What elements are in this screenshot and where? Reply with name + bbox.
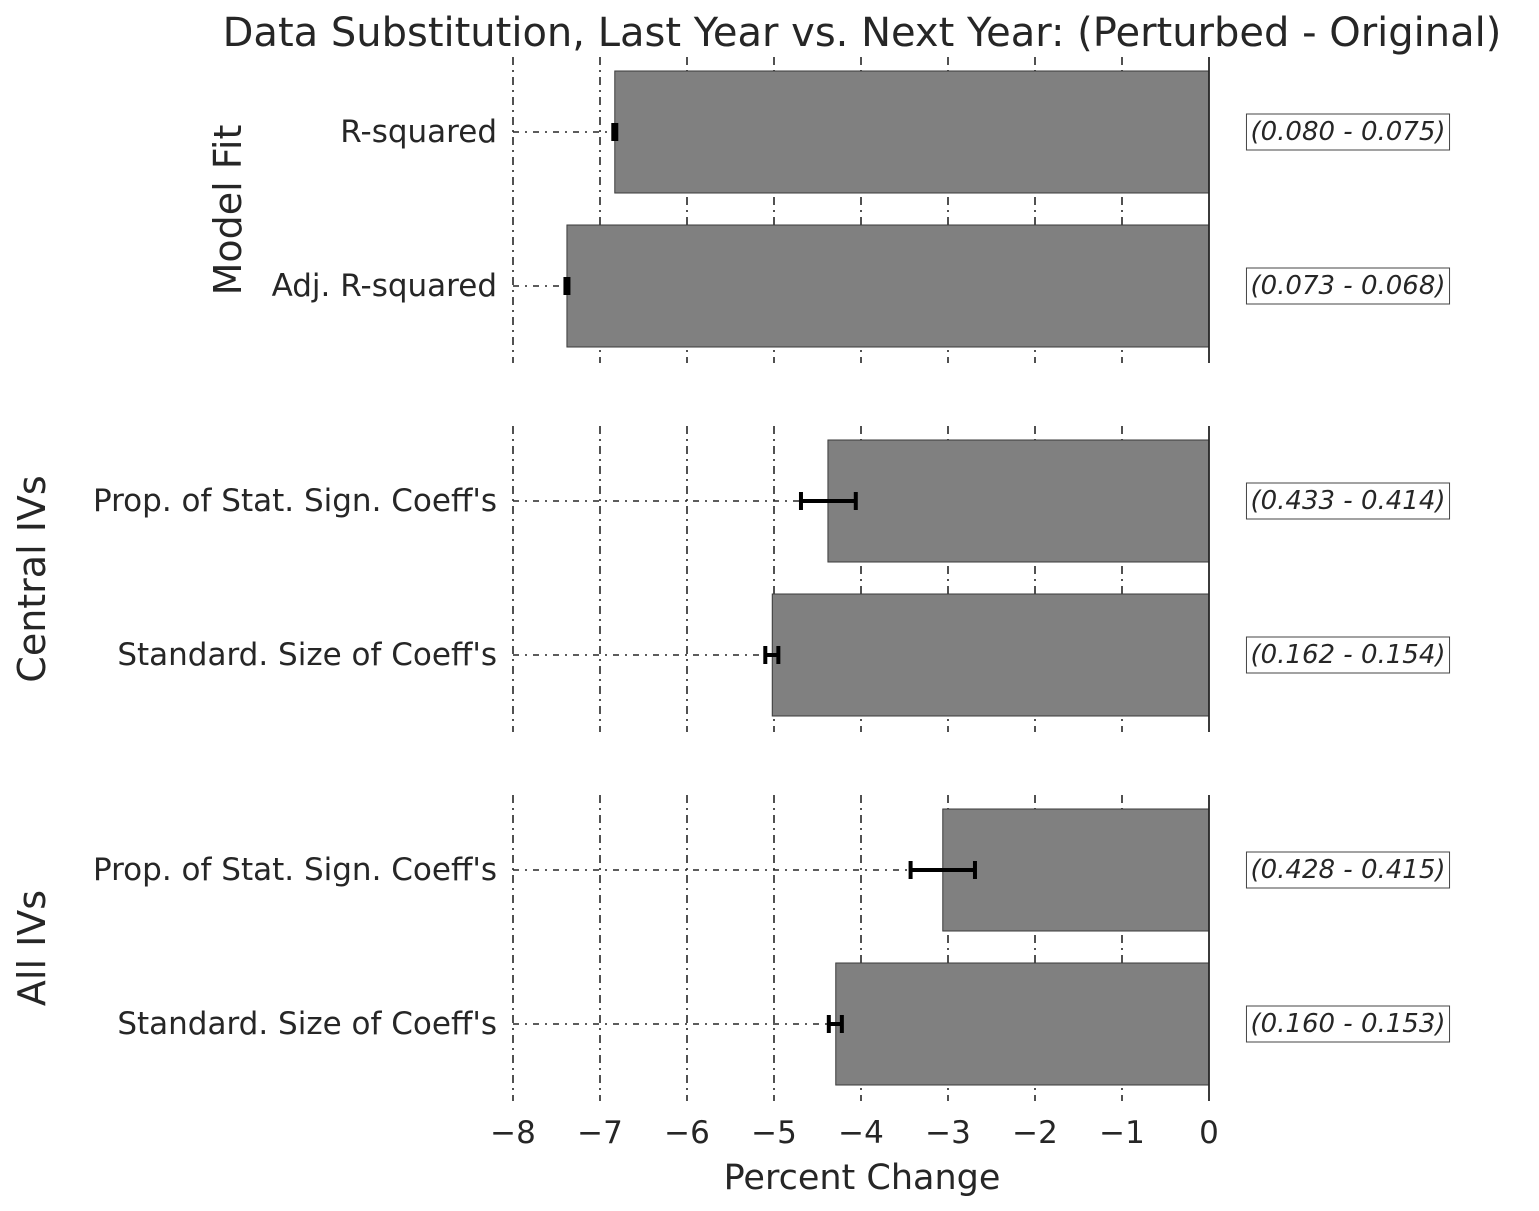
row: Standard. Size of Coeff's (0.160 - 0.153) — [117, 962, 1451, 1086]
x-axis-label: Percent Change — [724, 1158, 1001, 1198]
annotation-box — [1245, 482, 1451, 520]
row-label: Prop. of Stat. Sign. Coeff's — [93, 483, 497, 519]
group-label: All IVs — [10, 890, 54, 1006]
row: Standard. Size of Coeff's (0.162 - 0.154) — [117, 593, 1451, 717]
annotation-box — [1245, 636, 1451, 674]
panel-all-ivs: All IVs Prop. of Stat. Sign. Coeff's (0.42… — [10, 795, 1451, 1101]
group-label: Model Fit — [206, 125, 250, 296]
row-label: Prop. of Stat. Sign. Coeff's — [93, 852, 497, 888]
value-annotation: (0.160 - 0.153) — [1250, 1009, 1445, 1039]
value-annotation: (0.428 - 0.415) — [1250, 855, 1445, 885]
row: Adj. R-squared (0.073 - 0.068) — [272, 224, 1451, 348]
row: Prop. of Stat. Sign. Coeff's (0.428 - 0.4… — [93, 808, 1451, 932]
x-tick-label: −7 — [577, 1115, 623, 1151]
x-tick-label: −6 — [664, 1115, 710, 1151]
row-label: Standard. Size of Coeff's — [117, 637, 497, 673]
bar — [566, 224, 1210, 348]
value-annotation: (0.073 - 0.068) — [1250, 271, 1445, 301]
x-tick-label: −1 — [1099, 1115, 1145, 1151]
row-label: Adj. R-squared — [272, 268, 497, 304]
value-annotation: (0.162 - 0.154) — [1250, 640, 1445, 670]
value-annotation: (0.433 - 0.414) — [1250, 486, 1445, 516]
group-label: Central IVs — [10, 475, 54, 682]
annotation-box — [1245, 851, 1451, 889]
panel-model-fit: Model Fit R-squared (0.080 - 0.075) Adj. R-… — [206, 57, 1451, 363]
x-tick-label: −5 — [751, 1115, 797, 1151]
panels-layer: Model Fit R-squared (0.080 - 0.075) Adj. R-… — [10, 57, 1451, 1101]
panel-central-ivs: Central IVs Prop. of Stat. Sign. Coeff's (… — [10, 426, 1451, 732]
row-label: R-squared — [340, 114, 497, 150]
x-tick-label: −4 — [838, 1115, 884, 1151]
error-bar — [611, 123, 619, 141]
x-tick-label: −8 — [490, 1115, 536, 1151]
annotation-box — [1245, 267, 1451, 305]
x-tick-label: −3 — [925, 1115, 971, 1151]
bar — [942, 808, 1210, 932]
x-tick-label: −2 — [1012, 1115, 1058, 1151]
row: Prop. of Stat. Sign. Coeff's (0.433 - 0.4… — [93, 439, 1451, 563]
x-tick-label: 0 — [1199, 1115, 1219, 1151]
x-axis: −8 −7 −6 −5 −4 −3 −2 −1 0 — [490, 1115, 1219, 1151]
row-label: Standard. Size of Coeff's — [117, 1006, 497, 1042]
bar — [614, 70, 1210, 194]
annotation-box — [1245, 1005, 1451, 1043]
error-bar — [563, 277, 571, 295]
bar — [835, 962, 1210, 1086]
row: R-squared (0.080 - 0.075) — [340, 70, 1451, 194]
bar — [827, 439, 1210, 563]
chart-title: Data Substitution, Last Year vs. Next Ye… — [223, 10, 1502, 56]
value-annotation: (0.080 - 0.075) — [1250, 117, 1445, 147]
bar — [771, 593, 1210, 717]
annotation-box — [1245, 113, 1451, 151]
